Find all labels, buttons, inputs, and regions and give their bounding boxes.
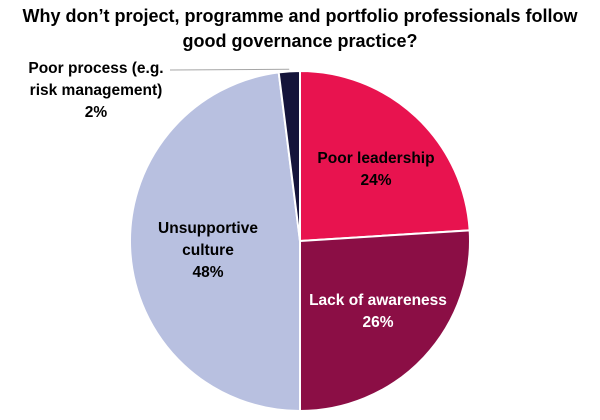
pie-slice-unsupportive-culture: [128, 71, 301, 413]
leader-line-poor-process-e-g-risk-management: [169, 68, 290, 71]
slice-name-label: Poor leadership: [317, 150, 434, 167]
slice-name-label: Unsupportive: [158, 220, 258, 237]
pie-slice-lack-of-awareness: [299, 229, 471, 413]
slice-label-poor-process-e-g-risk-management: Poor process (e.g. risk management) 2%: [28, 60, 163, 121]
slice-name-label: risk management): [30, 82, 163, 99]
pie-slices: [128, 69, 471, 413]
slice-name-label: Lack of awareness: [309, 292, 447, 309]
slice-value-label: 26%: [362, 314, 393, 331]
slice-value-label: 2%: [85, 104, 108, 121]
slice-value-label: 48%: [192, 264, 223, 281]
pie-slice-poor-process-e-g-risk-management: [277, 69, 301, 242]
slice-name-label: Poor process (e.g.: [28, 60, 163, 77]
pie-slice-poor-leadership: [299, 69, 471, 243]
slice-name-label: culture: [182, 242, 234, 259]
slice-label-lack-of-awareness: Lack of awareness 26%: [309, 292, 447, 331]
slice-labels: Poor leadership 24% Lack of awareness 26% Un…: [28, 60, 447, 331]
slice-label-unsupportive-culture: Unsupportive culture 48%: [158, 220, 258, 281]
slice-value-label: 24%: [360, 172, 391, 189]
leader-lines: [169, 68, 290, 71]
slice-label-poor-leadership: Poor leadership 24%: [317, 150, 434, 189]
chart-title: Why don’t project, programme and portfol…: [22, 6, 578, 51]
